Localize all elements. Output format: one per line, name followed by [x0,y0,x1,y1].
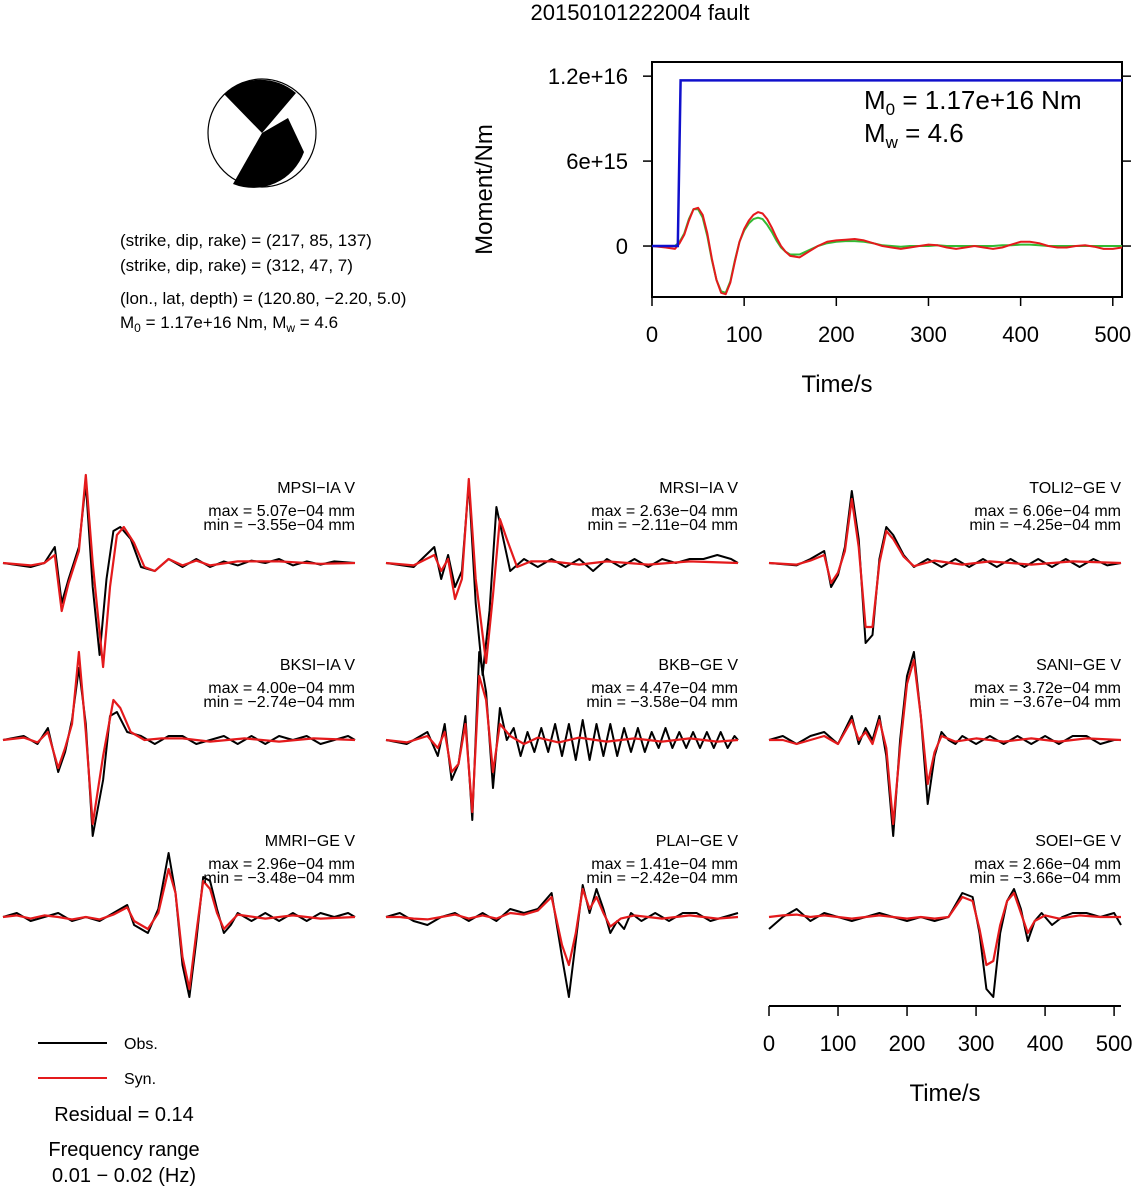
synthetic-waveform [386,887,739,967]
moment-x-tick-label: 100 [726,322,763,347]
beachball-compression-quadrant-1 [224,79,296,133]
synthetic-waveform [768,891,1121,967]
solution-info: (strike, dip, rake) = (217, 85, 137) (st… [120,231,406,335]
moment-x-tick-label: 500 [1094,322,1131,347]
observed-waveform [768,888,1122,998]
figure-title: 20150101222004 fault [531,0,750,25]
station-max: max = 2.63e−04 mm [591,503,738,520]
station-max: max = 6.06e−04 mm [974,503,1121,520]
station-name: MRSI−IA V [659,480,738,497]
station-min: min = −3.66e−04 mm [969,870,1121,887]
beachball-compression-quadrant-2 [233,118,304,188]
station-min: min = −2.11e−04 mm [588,517,738,534]
station-name: BKSI−IA V [280,657,355,674]
station-name: PLAI−GE V [656,833,739,850]
time-axis-tick-label: 300 [958,1031,995,1056]
legend-syn-label: Syn. [124,1071,156,1088]
station-min: min = −2.74e−04 mm [203,694,355,711]
observed-waveform [385,651,739,821]
moment-plot: 0 100 200 300 400 500 0 6e+15 1.2e+16 Time/s Momen… [471,61,1131,398]
moment-annotation-m0: M0 = 1.17e+16 Nm [864,85,1082,119]
station-min: min = −3.58e−04 mm [586,694,738,711]
station-name: MPSI−IA V [277,480,355,497]
moment-y-tick-label: 0 [616,234,628,259]
synthetic-waveform [769,658,1122,826]
station-max: max = 1.41e−04 mm [591,856,738,873]
station-max: max = 4.00e−04 mm [208,680,355,697]
station-max: max = 2.96e−04 mm [208,856,355,873]
time-axis-tick-label: 0 [763,1031,775,1056]
moment-plot-frame [651,61,1123,298]
frequency-range-label: Frequency range [48,1139,199,1161]
station-min: min = −3.67e−04 mm [969,694,1121,711]
time-axis-tick-label: 500 [1096,1031,1133,1056]
time-axis-label: Time/s [909,1080,980,1107]
moment-magnitude-line: M0 = 1.17e+16 Nm, Mw = 4.6 [120,313,338,335]
frequency-range-value: 0.01 − 0.02 (Hz) [52,1165,196,1186]
station-max: max = 2.66e−04 mm [974,856,1121,873]
nodal-plane-2: (strike, dip, rake) = (312, 47, 7) [120,256,353,275]
moment-y-axis-label: Moment/Nm [471,124,498,255]
moment-x-axis-label: Time/s [801,371,872,398]
station-max: max = 3.72e−04 mm [974,680,1121,697]
station-min: min = −3.48e−04 mm [203,870,355,887]
station-name: BKB−GE V [658,657,738,674]
station-name: MMRI−GE V [265,833,356,850]
moment-y-tick-label: 6e+15 [566,149,628,174]
nodal-plane-1: (strike, dip, rake) = (217, 85, 137) [120,231,372,250]
synthetic-waveform [385,674,739,814]
waveform-time-axis: 0 100 200 300 400 500 Time/s [763,1005,1133,1107]
moment-rate-red-line [651,206,1123,296]
station-max: max = 5.07e−04 mm [208,503,355,520]
source-location: (lon., lat, depth) = (120.80, −2.20, 5.0… [120,289,406,308]
moment-x-tick-label: 300 [910,322,947,347]
time-axis-tick-label: 200 [889,1031,926,1056]
synthetic-waveform [2,867,356,991]
moment-x-tick-label: 0 [646,322,658,347]
synthetic-waveform [2,650,356,826]
beachball [207,78,317,188]
moment-annotation-mw: Mw = 4.6 [864,118,964,152]
station-min: min = −4.25e−04 mm [969,517,1121,534]
legend-obs-label: Obs. [124,1036,158,1053]
synthetic-waveform [385,477,739,665]
station-name: SOEI−GE V [1035,833,1121,850]
time-axis-tick-label: 400 [1027,1031,1064,1056]
station-min: min = −3.55e−04 mm [203,517,355,534]
moment-x-tick-label: 200 [818,322,855,347]
moment-x-tick-label: 400 [1002,322,1039,347]
residual-label: Residual = 0.14 [54,1104,194,1126]
station-name: SANI−GE V [1036,657,1121,674]
station-name: TOLI2−GE V [1029,480,1121,497]
synthetic-waveform [2,473,356,669]
cumulative-moment-line [652,79,1122,248]
station-min: min = −2.42e−04 mm [586,870,738,887]
moment-y-tick-label: 1.2e+16 [548,64,628,89]
time-axis-tick-label: 100 [820,1031,857,1056]
station-max: max = 4.47e−04 mm [591,680,738,697]
moment-rate-green-line [652,208,1122,294]
legend: Obs. Syn. [38,1036,158,1088]
observed-waveform [768,651,1121,837]
synthetic-waveform [768,497,1122,629]
